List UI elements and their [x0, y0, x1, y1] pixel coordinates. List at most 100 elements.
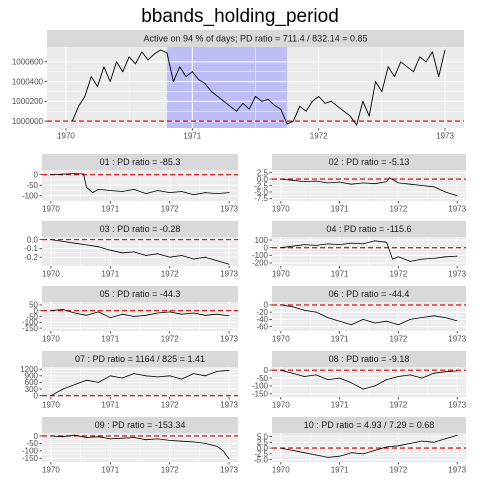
data-point [350, 324, 352, 326]
data-point [133, 437, 135, 438]
x-tick-label: 1970 [42, 335, 60, 344]
panel-p03: 03 : PD ratio = -0.28 0.0-0.1-0.2 1970 1971… [24, 221, 239, 279]
data-point [432, 51, 433, 53]
data-point [181, 440, 182, 442]
data-point [74, 312, 76, 314]
x-tick-label: 1972 [389, 401, 407, 410]
x-tick-label: 1972 [161, 466, 179, 475]
strip-label-main: Active on 94 % of days; PD ratio = 711.4… [144, 34, 368, 44]
data-point [166, 52, 168, 54]
y-tick-label: 5.0 [257, 432, 269, 441]
y-tick-label: 0 [264, 301, 269, 310]
y-tick-label: 0 [34, 307, 39, 316]
y-tick-label: 2.5 [257, 168, 269, 177]
series-line-p01 [50, 173, 230, 196]
y-tick-label: 600 [25, 378, 39, 387]
y-tick-label: -100 [22, 447, 39, 456]
strip-p08 [272, 351, 466, 367]
x-tick-label: 1973 [448, 466, 466, 475]
strip-label-p05: 05 : PD ratio = -44.3 [100, 289, 181, 299]
data-point [389, 177, 390, 179]
data-point [350, 382, 352, 384]
y-tick-label: -50 [26, 181, 38, 190]
data-point [228, 458, 230, 460]
data-point [86, 437, 87, 438]
data-point [339, 377, 341, 379]
data-point [204, 443, 206, 444]
data-point [109, 317, 111, 319]
data-point [228, 263, 230, 265]
data-point [222, 450, 224, 452]
panel-p06: 06 : PD ratio = -44.4 0-20-40-60 1970 1971 1… [256, 286, 467, 344]
y-tick-label: 0 [34, 391, 39, 400]
data-point [445, 191, 446, 193]
data-point [109, 190, 111, 191]
data-point [198, 79, 200, 80]
y-tick-label: 50 [29, 301, 38, 310]
data-point [305, 110, 307, 112]
data-point [280, 447, 282, 449]
data-point [394, 76, 395, 78]
panel-p07: 07 : PD ratio = 1164 / 825 = 1.41 1200900… [20, 351, 239, 410]
data-point [92, 192, 93, 193]
data-point [128, 56, 130, 58]
data-point [157, 312, 159, 314]
data-point [444, 49, 446, 51]
data-point [216, 445, 218, 447]
data-point [83, 173, 84, 175]
data-point [445, 317, 446, 318]
data-point [62, 240, 64, 242]
x-tick-label: 1973 [448, 335, 466, 344]
y-tick-label: -100 [252, 251, 269, 260]
data-point [169, 311, 171, 313]
data-point [181, 378, 182, 380]
data-point [421, 377, 423, 379]
strip-label-p07: 07 : PD ratio = 1164 / 825 = 1.41 [75, 354, 205, 364]
strip-main [47, 30, 464, 47]
panel-p10: 10 : PD ratio = 4.93 / 7.29 = 0.68 5.02.5… [254, 417, 467, 475]
data-point [409, 443, 411, 444]
data-point [261, 100, 263, 102]
data-point [204, 375, 206, 377]
y-tick-label: -100 [22, 318, 39, 327]
x-tick-label: 1970 [42, 205, 60, 214]
y-tick-label: 0 [264, 243, 269, 252]
strip-label-p04: 04 : PD ratio = -115.6 [326, 224, 411, 234]
data-point [303, 309, 305, 311]
data-point [349, 115, 351, 117]
data-point [445, 256, 446, 258]
x-tick-label: 1970 [57, 132, 75, 141]
data-point [50, 310, 52, 312]
data-point [121, 437, 123, 439]
x-tick-label: 1971 [331, 270, 349, 279]
data-point [145, 375, 147, 377]
data-point [74, 173, 76, 174]
x-tick-label: 1973 [448, 270, 466, 279]
data-point [324, 102, 326, 104]
data-point [421, 258, 423, 260]
strip-p04 [272, 221, 466, 237]
x-tick-label: 1971 [101, 335, 119, 344]
data-point [409, 319, 411, 320]
data-point [145, 255, 147, 256]
x-tick-label: 1973 [220, 401, 238, 410]
data-point [386, 320, 388, 322]
data-point [381, 91, 383, 92]
y-tick-label: -150 [22, 454, 39, 463]
data-point [456, 320, 458, 322]
data-point [133, 373, 135, 375]
data-point [327, 456, 329, 458]
data-point [86, 379, 87, 381]
x-tick-label: 1970 [42, 466, 60, 475]
data-point [362, 388, 364, 390]
data-point [343, 110, 345, 112]
data-point [204, 256, 206, 258]
x-tick-label: 1973 [436, 132, 454, 141]
x-tick-label: 1971 [183, 132, 201, 141]
data-point [356, 124, 357, 126]
data-point [62, 436, 64, 438]
series-line-p06 [280, 304, 458, 326]
x-tick-label: 1970 [272, 335, 290, 344]
series-line-p10 [280, 434, 458, 458]
